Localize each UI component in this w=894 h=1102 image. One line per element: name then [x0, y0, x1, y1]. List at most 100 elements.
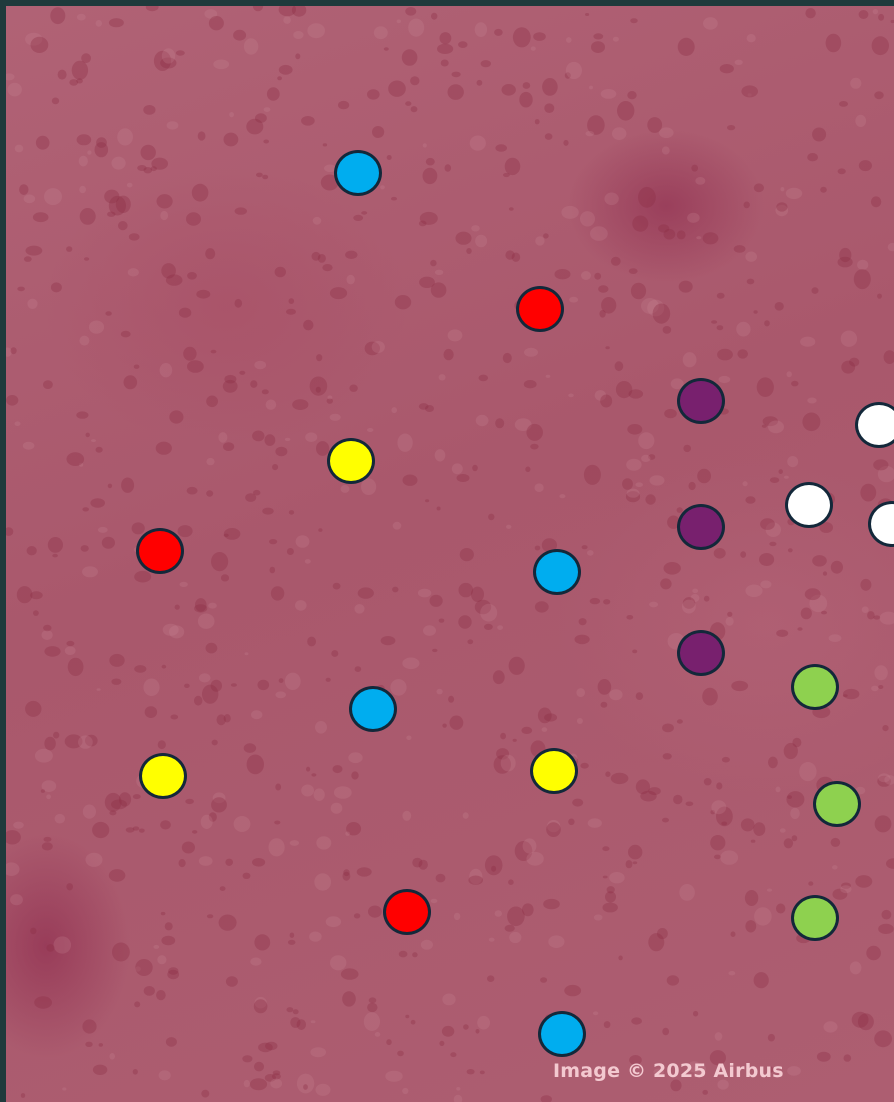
terrain-speck — [504, 924, 515, 932]
terrain-speck — [80, 545, 89, 552]
terrain-speck — [697, 468, 711, 484]
terrain-speck — [156, 990, 166, 1001]
terrain-speck — [767, 1066, 774, 1073]
terrain-speck — [275, 783, 282, 791]
terrain-speck — [598, 285, 609, 293]
terrain-speck — [54, 813, 65, 824]
terrain-speck — [179, 581, 188, 588]
terrain-speck — [186, 212, 201, 226]
marker-green[interactable] — [813, 781, 861, 827]
marker-blue[interactable] — [533, 549, 581, 595]
marker-red[interactable] — [383, 889, 431, 935]
terrain-speck — [648, 787, 661, 796]
marker-yellow[interactable] — [530, 748, 578, 794]
terrain-speck — [702, 232, 719, 245]
terrain-speck — [325, 677, 331, 682]
terrain-speck — [85, 432, 90, 438]
terrain-speck — [46, 794, 51, 800]
terrain-speck — [721, 821, 728, 826]
terrain-speck — [476, 79, 483, 86]
terrain-speck — [857, 259, 869, 270]
terrain-speck — [695, 177, 706, 185]
terrain-speck — [287, 939, 296, 945]
terrain-speck — [694, 1063, 706, 1075]
marker-white[interactable] — [785, 482, 833, 528]
terrain-speck — [500, 754, 516, 772]
terrain-speck — [145, 6, 159, 12]
terrain-speck — [776, 903, 786, 914]
terrain-speck — [597, 679, 612, 695]
marker-yellow[interactable] — [327, 438, 375, 484]
terrain-speck — [599, 310, 606, 318]
marker-blue[interactable] — [334, 150, 382, 196]
terrain-speck — [797, 627, 803, 631]
terrain-speck — [703, 17, 718, 30]
terrain-speck — [394, 295, 412, 310]
terrain-speck — [873, 459, 889, 471]
terrain-speck — [561, 205, 579, 219]
marker-purple[interactable] — [677, 504, 725, 550]
terrain-speck — [635, 482, 643, 488]
terrain-speck — [143, 167, 153, 174]
terrain-speck — [223, 132, 239, 147]
terrain-speck — [250, 380, 258, 388]
terrain-speck — [448, 695, 455, 703]
terrain-speck — [216, 714, 226, 726]
terrain-speck — [326, 398, 333, 404]
terrain-speck — [274, 820, 281, 825]
terrain-speck — [223, 533, 229, 537]
terrain-speck — [295, 600, 307, 611]
terrain-speck — [791, 380, 799, 387]
marker-green[interactable] — [791, 664, 839, 710]
terrain-speck — [879, 611, 894, 625]
terrain-speck — [857, 1013, 874, 1031]
terrain-speck — [493, 755, 511, 774]
satellite-map[interactable]: Image © 2025 Airbus — [6, 6, 894, 1102]
terrain-speck — [775, 786, 781, 793]
terrain-speck — [79, 462, 84, 467]
terrain-speck — [884, 775, 894, 785]
terrain-speck — [373, 26, 388, 40]
marker-white[interactable] — [855, 402, 894, 448]
terrain-speck — [405, 101, 412, 106]
terrain-speck — [178, 307, 192, 318]
terrain-speck — [603, 1021, 611, 1029]
terrain-speck — [245, 493, 257, 502]
terrain-speck — [468, 875, 484, 885]
terrain-speck — [534, 483, 544, 493]
terrain-speck — [849, 961, 862, 975]
terrain-speck — [153, 944, 160, 949]
marker-green[interactable] — [791, 895, 839, 941]
marker-red[interactable] — [136, 528, 184, 574]
terrain-speck — [458, 615, 472, 629]
terrain-speck — [434, 449, 446, 462]
terrain-speck — [430, 282, 447, 298]
terrain-speck — [807, 153, 818, 162]
marker-purple[interactable] — [677, 630, 725, 676]
terrain-speck — [841, 360, 856, 374]
terrain-speck — [76, 134, 92, 146]
terrain-speck — [455, 231, 472, 245]
terrain-speck — [64, 646, 76, 655]
marker-red[interactable] — [516, 286, 564, 332]
marker-purple[interactable] — [677, 378, 725, 424]
terrain-speck — [364, 341, 380, 356]
terrain-speck — [187, 360, 204, 373]
terrain-speck — [866, 945, 881, 961]
terrain-speck — [166, 121, 179, 130]
terrain-speck — [804, 588, 821, 601]
terrain-speck — [511, 252, 521, 262]
marker-blue[interactable] — [538, 1011, 586, 1057]
terrain-speck — [430, 898, 438, 904]
terrain-speck — [353, 913, 361, 919]
terrain-speck — [322, 143, 328, 147]
terrain-speck — [740, 818, 755, 832]
terrain-speck — [459, 548, 474, 562]
marker-blue[interactable] — [349, 686, 397, 732]
terrain-speck — [449, 715, 464, 730]
terrain-speck — [391, 407, 398, 414]
terrain-speck — [572, 798, 584, 807]
terrain-speck — [108, 18, 124, 28]
marker-yellow[interactable] — [139, 753, 187, 799]
terrain-speck — [587, 115, 605, 135]
